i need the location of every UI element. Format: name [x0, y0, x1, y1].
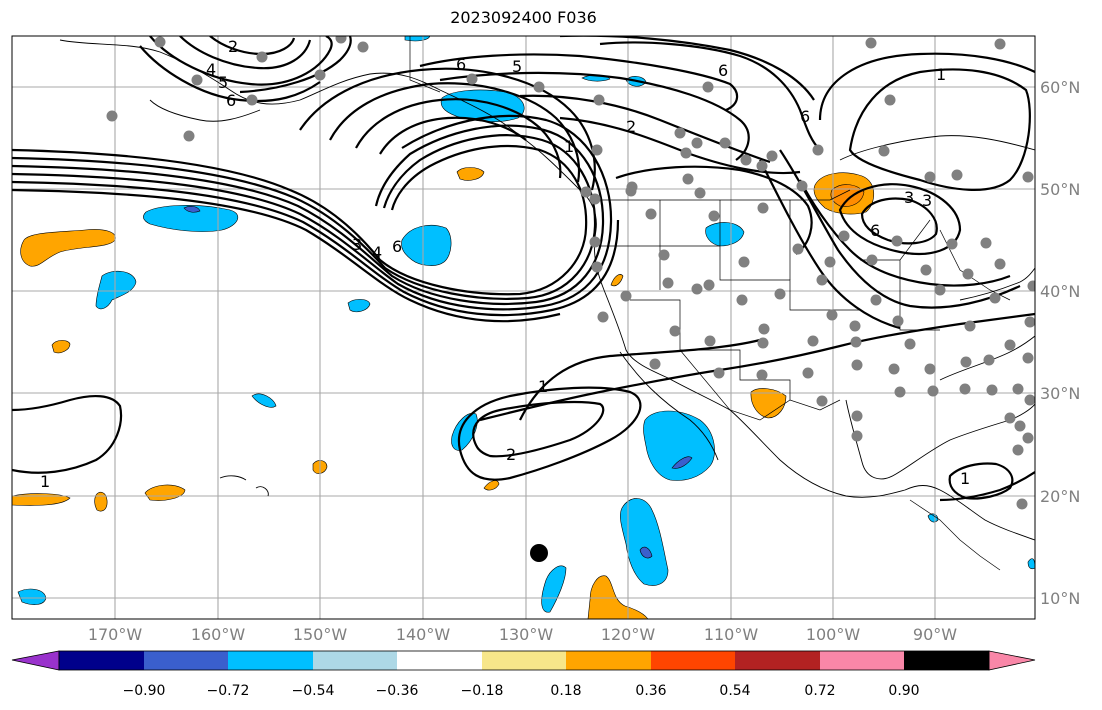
strong-negative-blob	[183, 206, 201, 213]
colorbar-outline	[58, 650, 990, 671]
lat-label: 20°N	[1040, 487, 1080, 506]
positive-blob	[51, 340, 71, 354]
contour-label: 6	[800, 107, 810, 126]
map-title: 2023092400 F036	[450, 8, 597, 27]
colorbar-tick-label: 0.36	[635, 683, 666, 699]
lat-label: 60°N	[1040, 78, 1080, 97]
lon-label: 110°W	[704, 625, 759, 644]
marker-dot	[530, 544, 548, 562]
contour-label: 6	[392, 237, 402, 256]
colorbar-segment	[313, 651, 397, 670]
contour-label: 2	[228, 37, 238, 56]
colorbar-extend-left	[11, 650, 60, 671]
graticule	[12, 36, 1035, 619]
negative-blob	[251, 393, 277, 408]
colorbar-tick-label: −0.18	[461, 683, 504, 699]
lat-label: 30°N	[1040, 384, 1080, 403]
contour-label: 4	[372, 243, 382, 262]
contour-label: 5	[512, 57, 522, 76]
contour-label: 1	[960, 469, 970, 488]
colorbar-segment	[820, 651, 904, 670]
negative-blob	[541, 565, 567, 613]
lon-label: 120°W	[601, 625, 656, 644]
positive-blob	[20, 229, 116, 267]
colorbar-tick-label: 0.72	[804, 683, 835, 699]
colorbar-segment	[59, 651, 144, 670]
colorbar-tick-label: −0.54	[292, 683, 335, 699]
positive-blob	[587, 575, 649, 619]
contour-label: 3	[904, 188, 914, 207]
contour-label: 3	[922, 191, 932, 210]
positive-blob	[750, 388, 787, 419]
strong-negative-blob	[671, 456, 693, 469]
negative-blob	[95, 270, 137, 310]
colorbar-tick-label: 0.54	[719, 683, 750, 699]
contour-label: 6	[718, 61, 728, 80]
negative-blob	[347, 299, 371, 313]
colorbar-tick-label: 0.18	[550, 683, 581, 699]
station-dots	[106, 36, 1035, 510]
colorbar-segment	[482, 651, 566, 670]
contour-label: 1	[538, 377, 548, 396]
strong-negative-blob	[639, 546, 653, 559]
shaded-areas	[12, 36, 1035, 619]
positive-blob	[144, 484, 186, 501]
positive-blob	[456, 167, 485, 181]
colorbar: −0.90 −0.72 −0.54 −0.36 −0.18 0.18 0.36 …	[11, 650, 1036, 699]
lon-label: 150°W	[293, 625, 348, 644]
contour-label: 5	[218, 73, 228, 92]
colorbar-segment	[397, 651, 482, 670]
contour-label: 6	[870, 221, 880, 240]
lon-label: 90°W	[913, 625, 957, 644]
lon-label: 170°W	[88, 625, 143, 644]
lon-label: 140°W	[396, 625, 451, 644]
negative-blob	[705, 222, 745, 247]
colorbar-segment	[904, 651, 989, 670]
negative-blob	[440, 89, 525, 123]
lat-label: 40°N	[1040, 282, 1080, 301]
longitude-labels: 170°W 160°W 150°W 140°W 130°W 120°W 110°…	[88, 625, 957, 644]
contour-label: 1	[564, 137, 574, 156]
lon-label: 130°W	[499, 625, 554, 644]
lon-label: 160°W	[191, 625, 246, 644]
lat-label: 50°N	[1040, 180, 1080, 199]
contour-lines	[12, 36, 1035, 502]
colorbar-segment	[144, 651, 228, 670]
colorbar-tick-label: −0.36	[376, 683, 419, 699]
colorbar-tick-label: −0.90	[123, 683, 166, 699]
lon-label: 100°W	[806, 625, 861, 644]
contour-label: 1	[936, 65, 946, 84]
positive-blob	[610, 274, 624, 287]
lat-label: 10°N	[1040, 589, 1080, 608]
contour-label: 2	[626, 117, 636, 136]
contour-label: 6	[226, 91, 236, 110]
contour-label: 1	[40, 472, 50, 491]
negative-blob	[620, 498, 669, 586]
contour-labels: 2 4 5 6 6 5 6 2 1 6 1 3 4 6 3 3 6 1 2 1 …	[40, 37, 970, 491]
colorbar-extend-right	[988, 650, 1036, 671]
colorbar-segment	[735, 651, 820, 670]
contour-label: 2	[506, 445, 516, 464]
colorbar-segment	[228, 651, 313, 670]
positive-blob	[94, 491, 108, 512]
negative-blob	[143, 205, 239, 232]
contour-label: 6	[456, 55, 466, 74]
contour-label: 4	[206, 60, 216, 79]
positive-blob	[483, 480, 500, 491]
contour-label: 3	[352, 235, 362, 254]
negative-blob	[643, 410, 715, 481]
negative-blob	[401, 225, 452, 266]
colorbar-segment	[651, 651, 735, 670]
negative-blob	[1027, 558, 1035, 570]
colorbar-segment	[566, 651, 651, 670]
latitude-labels: 60°N 50°N 40°N 30°N 20°N 10°N	[1040, 78, 1080, 608]
map-border	[11, 35, 1036, 620]
colorbar-tick-label: 0.90	[888, 683, 919, 699]
colorbar-tick-label: −0.72	[207, 683, 250, 699]
map-frame	[12, 36, 1035, 619]
